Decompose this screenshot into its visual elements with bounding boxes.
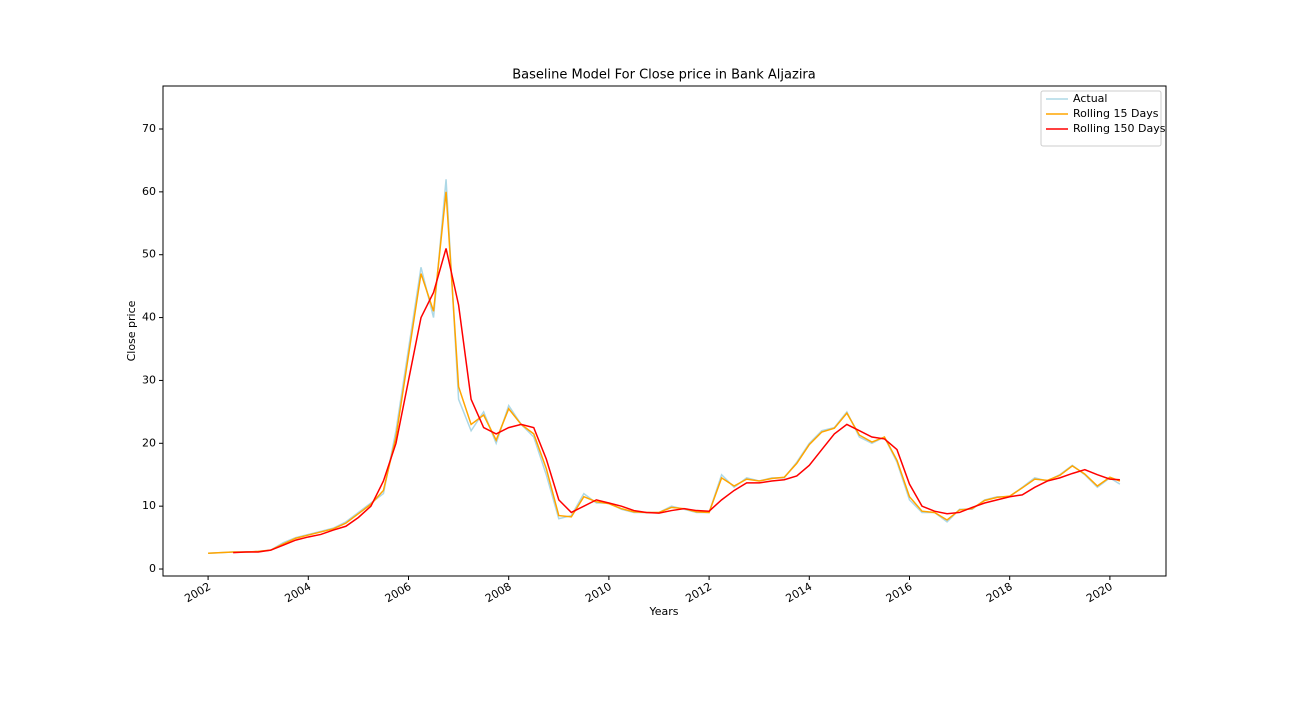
x-axis-label: Years	[648, 605, 678, 618]
series-line	[208, 191, 1121, 555]
x-tick-label: 2004	[283, 580, 314, 605]
x-tick-label: 2006	[383, 580, 414, 605]
y-tick-label: 60	[142, 185, 156, 198]
x-tick-label: 2018	[984, 580, 1015, 605]
y-tick-label: 20	[142, 436, 156, 449]
y-axis-label: Close price	[125, 300, 138, 361]
y-tick-label: 50	[142, 248, 156, 261]
x-tick-label: 2002	[182, 580, 213, 605]
series-line	[208, 179, 1121, 555]
y-tick-label: 70	[142, 122, 156, 135]
x-tick-label: 2010	[583, 580, 614, 605]
legend-label: Rolling 15 Days	[1073, 107, 1159, 120]
x-tick-label: 2020	[1084, 580, 1115, 605]
x-tick-label: 2016	[884, 580, 915, 605]
legend-label: Actual	[1073, 92, 1107, 105]
y-tick-label: 30	[142, 373, 156, 386]
y-tick-label: 40	[142, 311, 156, 324]
y-tick-label: 10	[142, 499, 156, 512]
legend-label: Rolling 150 Days	[1073, 122, 1166, 135]
series-line	[233, 248, 1120, 554]
chart-title: Baseline Model For Close price in Bank A…	[512, 68, 816, 83]
plot-frame	[162, 85, 1167, 577]
x-tick-label: 2008	[483, 580, 514, 605]
x-tick-label: 2014	[784, 580, 815, 605]
y-tick-label: 0	[149, 562, 156, 575]
legend-box	[1040, 90, 1162, 147]
x-tick-label: 2012	[683, 580, 714, 605]
